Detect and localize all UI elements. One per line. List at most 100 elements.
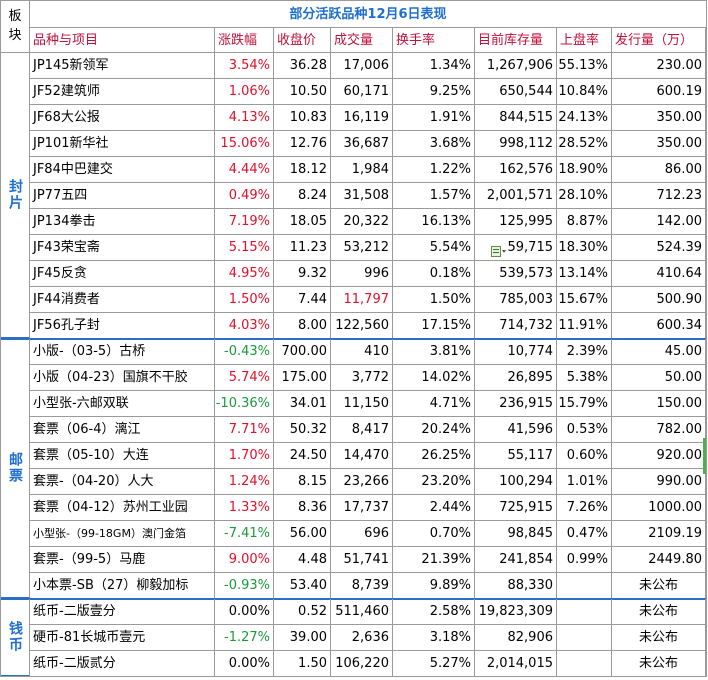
change-cell: -0.43% [215, 339, 274, 365]
close-cell: 175.00 [274, 365, 331, 391]
name-cell: JF52建筑师 [30, 79, 215, 105]
stock-cell: 19,823,309 [475, 599, 557, 625]
name-cell: JF43荣宝斋 [30, 235, 215, 261]
turnover-header: 换手率 [393, 28, 475, 53]
close-cell: 1.50 [274, 651, 331, 677]
sector-label: 钱币 [7, 621, 23, 653]
name-cell: 纸币-二版贰分 [30, 651, 215, 677]
change-cell: 7.19% [215, 209, 274, 235]
name-cell: JF84中巴建交 [30, 157, 215, 183]
issue-cell: 500.90 [612, 287, 706, 313]
stock-cell: 785,003 [475, 287, 557, 313]
stock-cell: 241,854 [475, 547, 557, 573]
close-cell: 56.00 [274, 521, 331, 547]
change-cell: 9.00% [215, 547, 274, 573]
rate-cell [557, 573, 612, 599]
name-cell: JF45反贪 [30, 261, 215, 287]
volume-cell: 11,797 [331, 287, 393, 313]
rate-cell [557, 625, 612, 651]
turnover-cell: 1.50% [393, 287, 475, 313]
turnover-cell: 2.44% [393, 495, 475, 521]
volume-cell: 17,006 [331, 53, 393, 79]
issue-cell: 600.19 [612, 79, 706, 105]
issue-cell: 未公布 [612, 599, 706, 625]
issue-cell: 350.00 [612, 131, 706, 157]
issue-cell: 2449.80 [612, 547, 706, 573]
stock-cell: 725,915 [475, 495, 557, 521]
name-cell: JF56孔子封 [30, 313, 215, 339]
close-cell: 53.40 [274, 573, 331, 599]
stock-cell: 10,774 [475, 339, 557, 365]
volume-cell: 410 [331, 339, 393, 365]
close-cell: 8.00 [274, 313, 331, 339]
name-cell: 套票-（04-20）人大 [30, 469, 215, 495]
stock-cell: 125,995 [475, 209, 557, 235]
issue-cell: 2109.19 [612, 521, 706, 547]
rate-cell: 55.13% [557, 53, 612, 79]
name-cell: 套票-（99-5）马鹿 [30, 547, 215, 573]
stock-cell: 59,715 [475, 235, 557, 261]
close-cell: 50.32 [274, 417, 331, 443]
volume-header: 成交量 [331, 28, 393, 53]
volume-cell: 14,470 [331, 443, 393, 469]
change-cell: 1.70% [215, 443, 274, 469]
rate-cell: 18.90% [557, 157, 612, 183]
issue-cell: 524.39 [612, 235, 706, 261]
change-cell: 4.44% [215, 157, 274, 183]
paste-options-icon[interactable] [490, 242, 507, 257]
name-cell: JP145新领军 [30, 53, 215, 79]
close-cell: 12.76 [274, 131, 331, 157]
turnover-cell: 0.18% [393, 261, 475, 287]
name-cell: 套票（06-4）漓江 [30, 417, 215, 443]
name-cell: 小版-（03-5）古桥 [30, 339, 215, 365]
volume-cell: 60,171 [331, 79, 393, 105]
close-cell: 8.15 [274, 469, 331, 495]
volume-cell: 996 [331, 261, 393, 287]
volume-cell: 51,741 [331, 547, 393, 573]
stock-cell: 162,576 [475, 157, 557, 183]
stock-cell: 236,915 [475, 391, 557, 417]
name-cell: JP134拳击 [30, 209, 215, 235]
issue-cell: 782.00 [612, 417, 706, 443]
rate-cell: 8.87% [557, 209, 612, 235]
sector-label: 邮票 [7, 452, 23, 484]
volume-cell: 122,560 [331, 313, 393, 339]
close-cell: 18.05 [274, 209, 331, 235]
change-cell: 4.13% [215, 105, 274, 131]
stock-cell: 998,112 [475, 131, 557, 157]
rate-cell: 2.39% [557, 339, 612, 365]
issue-cell: 712.23 [612, 183, 706, 209]
close-header: 收盘价 [274, 28, 331, 53]
volume-cell: 8,739 [331, 573, 393, 599]
sector-label: 封片 [7, 179, 23, 211]
issue-cell: 45.00 [612, 339, 706, 365]
issue-cell: 600.34 [612, 313, 706, 339]
turnover-cell: 2.58% [393, 599, 475, 625]
volume-cell: 23,266 [331, 469, 393, 495]
volume-cell: 53,212 [331, 235, 393, 261]
issue-cell: 410.64 [612, 261, 706, 287]
table-title: 部分活跃品种12月6日表现 [30, 1, 706, 28]
issue-cell: 未公布 [612, 625, 706, 651]
close-cell: 34.01 [274, 391, 331, 417]
turnover-cell: 5.27% [393, 651, 475, 677]
volume-cell: 36,687 [331, 131, 393, 157]
turnover-cell: 26.25% [393, 443, 475, 469]
sector-coins: 钱币 [1, 599, 30, 677]
close-cell: 700.00 [274, 339, 331, 365]
rate-cell: 28.10% [557, 183, 612, 209]
turnover-cell: 9.89% [393, 573, 475, 599]
issue-cell: 1000.00 [612, 495, 706, 521]
volume-cell: 20,322 [331, 209, 393, 235]
rate-cell: 18.30% [557, 235, 612, 261]
issue-cell: 990.00 [612, 469, 706, 495]
close-cell: 4.48 [274, 547, 331, 573]
change-cell: 0.00% [215, 599, 274, 625]
turnover-cell: 14.02% [393, 365, 475, 391]
stock-cell: 55,117 [475, 443, 557, 469]
volume-cell: 31,508 [331, 183, 393, 209]
volume-cell: 3,772 [331, 365, 393, 391]
change-header: 涨跌幅 [215, 28, 274, 53]
turnover-cell: 16.13% [393, 209, 475, 235]
